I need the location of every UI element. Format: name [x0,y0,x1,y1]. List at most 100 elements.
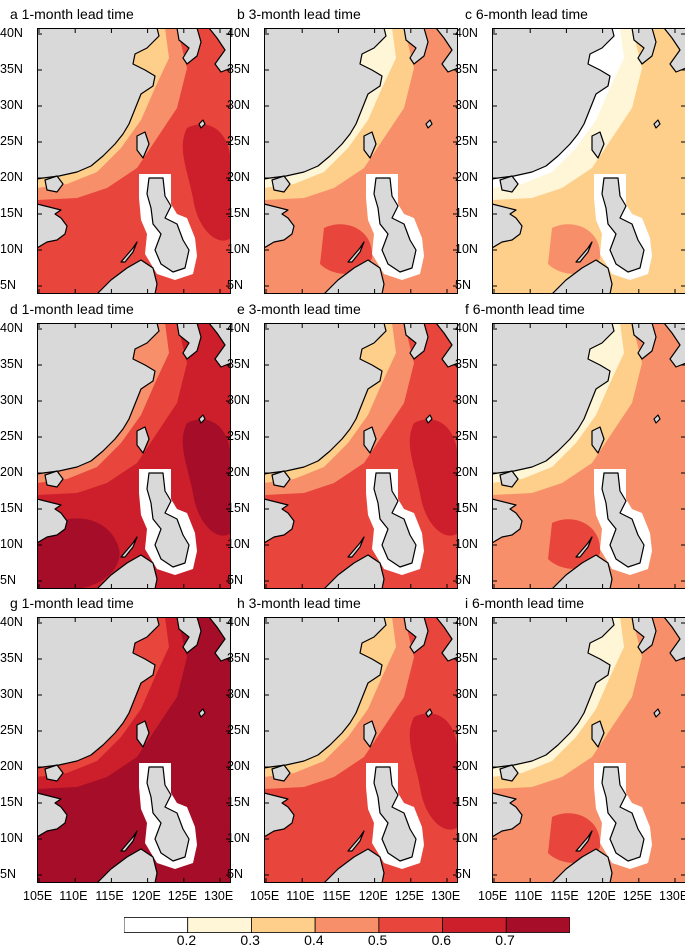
map-panel-e [264,323,458,589]
colorbar-label: 0.4 [304,932,324,948]
lat-tick-label: 30N [455,687,478,701]
map-panel-f [492,323,685,589]
colorbar-swatch [187,917,252,933]
panel-title-h: h 3-month lead time [237,595,361,611]
lat-tick-label: 30N [0,687,23,701]
lat-tick-label: 40N [0,26,23,40]
lon-tick-label: 115E [550,889,579,903]
lat-tick-label: 15N [227,795,250,809]
colorbar-swatch [442,917,507,933]
map-panel-g [37,617,231,883]
map-canvas-e [264,323,458,589]
lat-tick-label: 5N [0,573,16,587]
panel-title-e: e 3-month lead time [237,301,361,317]
lat-tick-label: 10N [227,831,250,845]
colorbar-label: 0.7 [495,932,515,948]
lat-tick-label: 25N [227,723,250,737]
lat-tick-label: 10N [455,537,478,551]
lat-tick-label: 25N [455,134,478,148]
colorbar-label: 0.5 [367,932,388,948]
lat-tick-label: 30N [0,393,23,407]
lat-tick-label: 20N [227,759,250,773]
map-canvas-f [492,323,685,589]
lon-tick-label: 105E [23,889,53,903]
lat-tick-label: 25N [0,429,23,443]
map-panel-d [37,323,231,589]
lat-tick-label: 10N [455,242,478,256]
lat-tick-label: 25N [227,134,250,148]
lat-tick-label: 35N [227,357,250,371]
panel-title-d: d 1-month lead time [10,301,134,317]
lat-tick-label: 20N [0,170,23,184]
lat-tick-label: 5N [455,573,471,587]
lat-tick-label: 30N [455,98,478,112]
map-panel-h [264,617,458,883]
lat-tick-label: 25N [455,429,478,443]
lat-tick-label: 5N [0,278,16,292]
lat-tick-label: 15N [227,501,250,515]
lat-tick-label: 25N [0,723,23,737]
panel-title-i: i 6-month lead time [465,595,585,611]
lat-tick-label: 30N [0,98,23,112]
lat-tick-label: 30N [227,98,250,112]
lat-tick-label: 20N [0,465,23,479]
lat-tick-label: 40N [227,26,250,40]
lat-tick-label: 15N [227,206,250,220]
lat-tick-label: 25N [227,429,250,443]
panel-title-f: f 6-month lead time [465,301,585,317]
map-panel-a [37,28,231,294]
lon-tick-label: 120E [358,889,388,903]
colorbar-label: 0.6 [431,932,452,948]
colorbar-label: 0.3 [240,932,260,948]
lat-tick-label: 35N [455,357,478,371]
lat-tick-label: 15N [0,206,23,220]
lat-tick-label: 10N [0,537,23,551]
lon-tick-label: 115E [322,889,351,903]
lat-tick-label: 25N [0,134,23,148]
map-canvas-g [37,617,231,883]
lon-tick-label: 110E [514,889,543,903]
lat-tick-label: 5N [455,867,471,881]
lat-tick-label: 5N [0,867,16,881]
map-canvas-h [264,617,458,883]
lat-tick-label: 15N [455,206,478,220]
lon-tick-label: 120E [586,889,616,903]
lat-tick-label: 35N [0,651,23,665]
panel-title-b: b 3-month lead time [237,6,361,22]
lat-tick-label: 30N [455,393,478,407]
lat-tick-label: 30N [227,687,250,701]
lat-tick-label: 5N [227,278,243,292]
lat-tick-label: 10N [227,537,250,551]
lat-tick-label: 15N [455,795,478,809]
lat-tick-label: 5N [227,867,243,881]
lat-tick-label: 35N [227,651,250,665]
lat-tick-label: 40N [0,321,23,335]
map-canvas-a [37,28,231,294]
lon-tick-label: 105E [478,889,508,903]
lat-tick-label: 40N [455,615,478,629]
lon-tick-label: 115E [95,889,124,903]
lat-tick-label: 20N [455,465,478,479]
lat-tick-label: 10N [0,242,23,256]
map-canvas-c [492,28,685,294]
lat-tick-label: 35N [455,651,478,665]
lat-tick-label: 40N [455,26,478,40]
map-canvas-b [264,28,458,294]
colorbar-swatch [251,917,316,933]
lon-tick-label: 110E [286,889,315,903]
lat-tick-label: 35N [227,62,250,76]
lon-tick-label: 125E [167,889,197,903]
colorbar [124,917,570,933]
colorbar-swatch [124,917,189,933]
map-panel-i [492,617,685,883]
lon-tick-label: 130E [431,889,461,903]
colorbar-swatch [505,917,570,933]
lat-tick-label: 15N [0,501,23,515]
lat-tick-label: 40N [455,321,478,335]
lat-tick-label: 20N [455,759,478,773]
colorbar-label: 0.2 [176,932,197,948]
lon-tick-label: 110E [59,889,88,903]
lat-tick-label: 10N [455,831,478,845]
map-canvas-d [37,323,231,589]
lat-tick-label: 25N [455,723,478,737]
